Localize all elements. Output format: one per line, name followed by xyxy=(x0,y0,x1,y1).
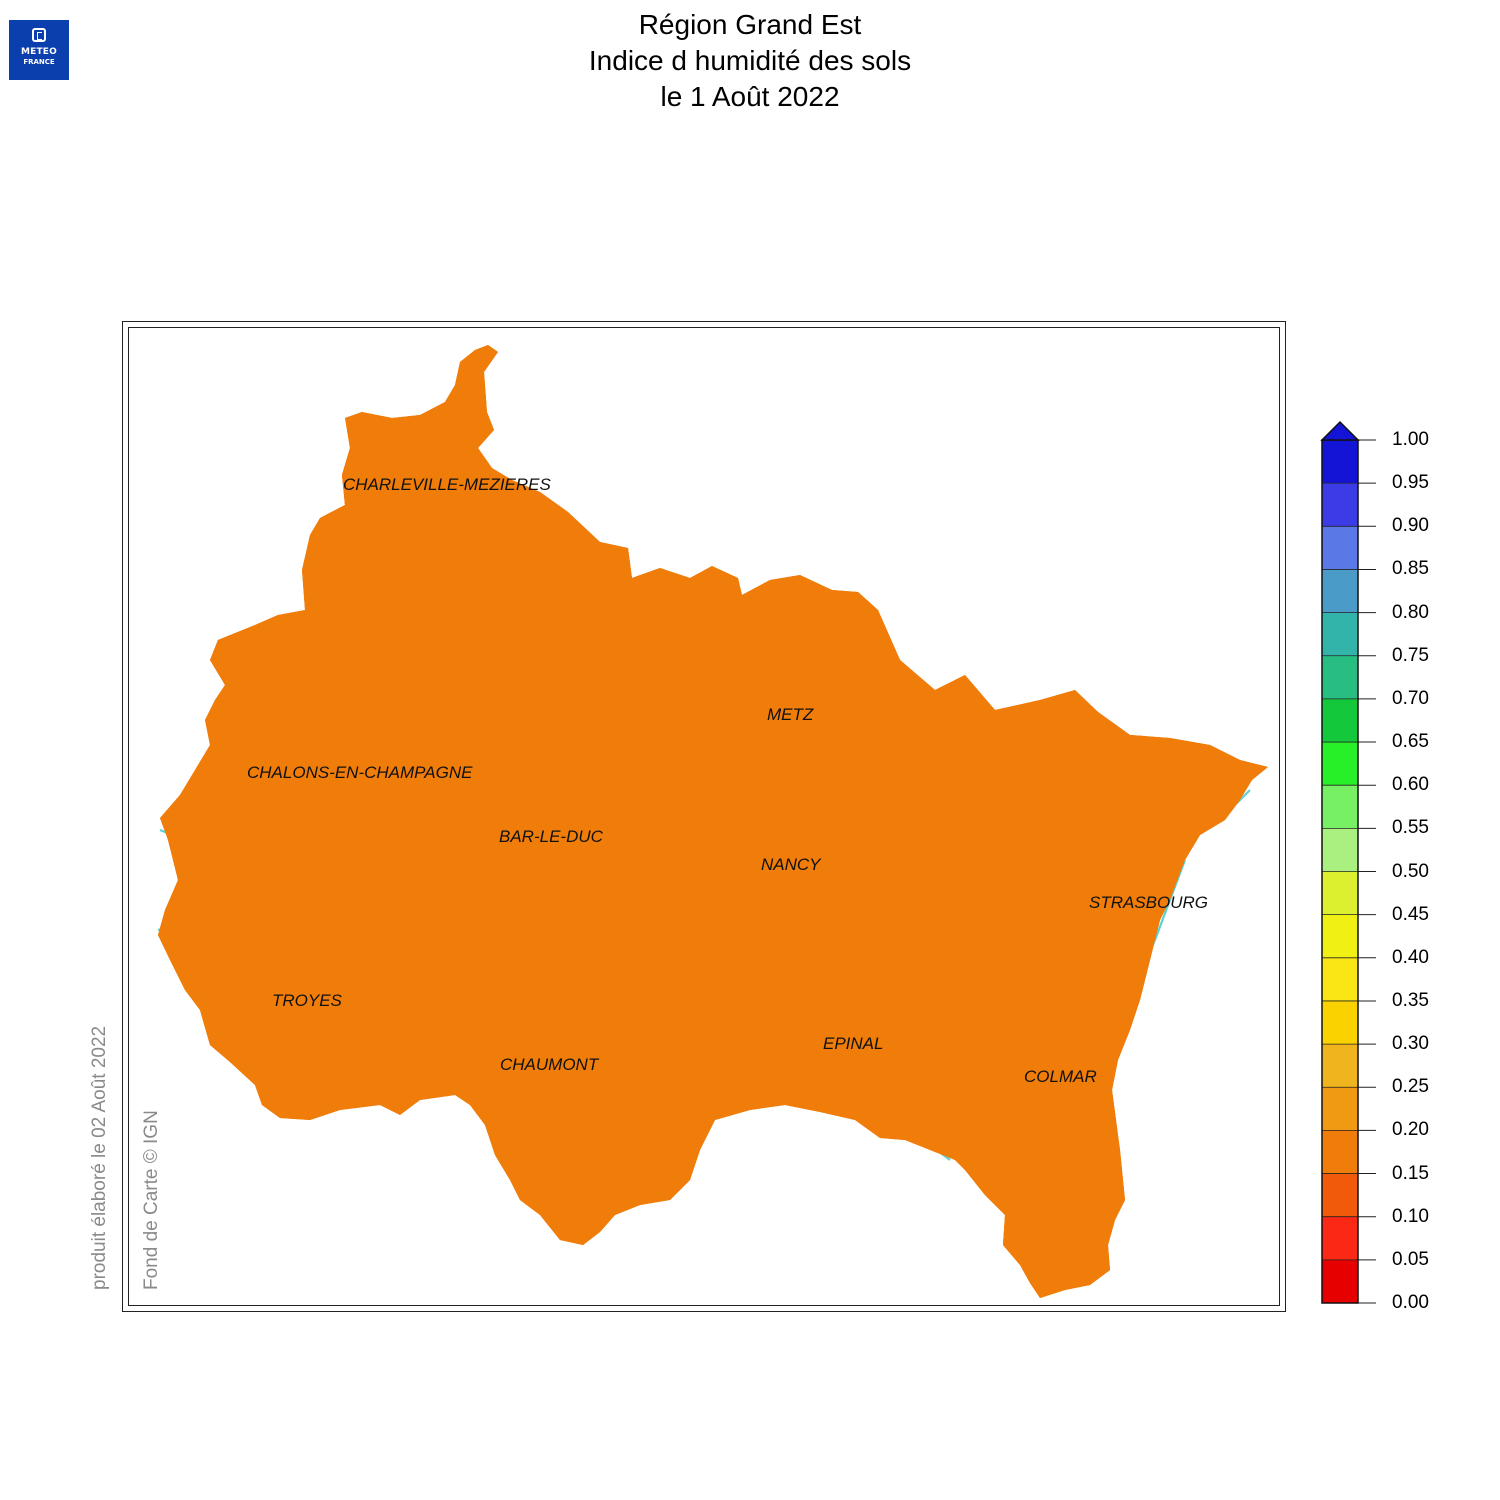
city-label-strasbourg: STRASBOURG xyxy=(1089,893,1208,912)
colorbar-label: 0.50 xyxy=(1392,860,1429,882)
map-frame-outer xyxy=(122,321,1286,1312)
colorbar-swatch xyxy=(1322,440,1358,484)
city-label-troyes: TROYES xyxy=(272,991,343,1010)
colorbar-swatch xyxy=(1322,871,1358,916)
colorbar-label: 0.15 xyxy=(1392,1162,1429,1184)
city-label-metz: METZ xyxy=(767,705,814,724)
colorbar-swatch xyxy=(1322,1087,1358,1131)
map-date: le 1 Août 2022 xyxy=(660,81,840,112)
logo-line1: METEO xyxy=(20,47,58,57)
colorbar-swatch xyxy=(1322,1259,1358,1304)
map-frame-inner xyxy=(128,327,1280,1306)
city-label-chalons: CHALONS-EN-CHAMPAGNE xyxy=(247,763,473,782)
colorbar-max-arrow-icon xyxy=(1320,420,1360,441)
colorbar-swatch xyxy=(1322,914,1358,959)
city-label-epinal: EPINAL xyxy=(823,1034,883,1053)
colorbar-label: 0.35 xyxy=(1392,989,1429,1011)
colorbar-swatch xyxy=(1322,655,1358,700)
meteo-france-emblem-icon xyxy=(32,28,46,42)
colorbar-label: 0.20 xyxy=(1392,1119,1429,1141)
colorbar-swatch xyxy=(1322,1044,1358,1088)
colorbar-swatch xyxy=(1322,569,1358,614)
colorbar-label: 0.55 xyxy=(1392,817,1429,839)
logo-line2: FRANCE xyxy=(23,58,55,66)
colorbar-label: 0.60 xyxy=(1392,774,1429,796)
region-border xyxy=(156,343,1270,1300)
colorbar-label: 0.90 xyxy=(1392,515,1429,537)
colorbar-swatch xyxy=(1322,1173,1358,1218)
colorbar-swatch xyxy=(1322,1130,1358,1175)
colorbar-swatch xyxy=(1322,526,1358,570)
colorbar-swatch xyxy=(1322,612,1358,657)
colorbar-swatch xyxy=(1322,828,1358,872)
colorbar-swatch xyxy=(1322,785,1358,829)
colorbar-swatch xyxy=(1322,1000,1358,1045)
colorbar-swatch xyxy=(1322,957,1358,1002)
city-labels: CHARLEVILLE-MEZIERES CHALONS-EN-CHAMPAGN… xyxy=(247,475,1208,1086)
colorbar-label: 0.70 xyxy=(1392,687,1429,709)
colorbar-label: 0.00 xyxy=(1392,1292,1429,1313)
colorbar-label: 0.75 xyxy=(1392,644,1429,666)
colorbar-swatch xyxy=(1322,483,1358,527)
colorbar-label: 0.10 xyxy=(1392,1205,1429,1227)
map-subtitle: Indice d humidité des sols xyxy=(588,45,912,76)
production-credit: produit élaboré le 02 Août 2022 xyxy=(89,1025,110,1290)
colorbar-label: 0.80 xyxy=(1392,601,1429,623)
colorbar-label: 0.45 xyxy=(1392,903,1429,925)
basemap-credit: Fond de Carte © IGN xyxy=(141,1110,162,1290)
colorbar-swatch xyxy=(1322,742,1358,786)
city-label-chaumont: CHAUMONT xyxy=(500,1055,600,1074)
colorbar-label: 0.05 xyxy=(1392,1248,1429,1270)
map-title: Région Grand Est xyxy=(638,9,862,40)
meteo-france-logo: METEO FRANCE xyxy=(9,20,69,80)
colorbar-label: 0.95 xyxy=(1392,472,1429,494)
colorbar-label: 0.85 xyxy=(1392,558,1429,580)
colorbar-swatch xyxy=(1322,1216,1358,1261)
city-label-charleville: CHARLEVILLE-MEZIERES xyxy=(343,475,551,494)
colorbar-label: 0.65 xyxy=(1392,731,1429,753)
colorbar-label: 0.25 xyxy=(1392,1076,1429,1098)
city-label-bar-le-duc: BAR-LE-DUC xyxy=(499,827,604,846)
city-label-colmar: COLMAR xyxy=(1024,1067,1097,1086)
colorbar xyxy=(1320,420,1376,1304)
colorbar-label: 0.30 xyxy=(1392,1033,1429,1055)
colorbar-label: 0.40 xyxy=(1392,946,1429,968)
colorbar-swatch xyxy=(1322,698,1358,743)
colorbar-label: 1.00 xyxy=(1392,429,1429,450)
city-label-nancy: NANCY xyxy=(761,855,822,874)
